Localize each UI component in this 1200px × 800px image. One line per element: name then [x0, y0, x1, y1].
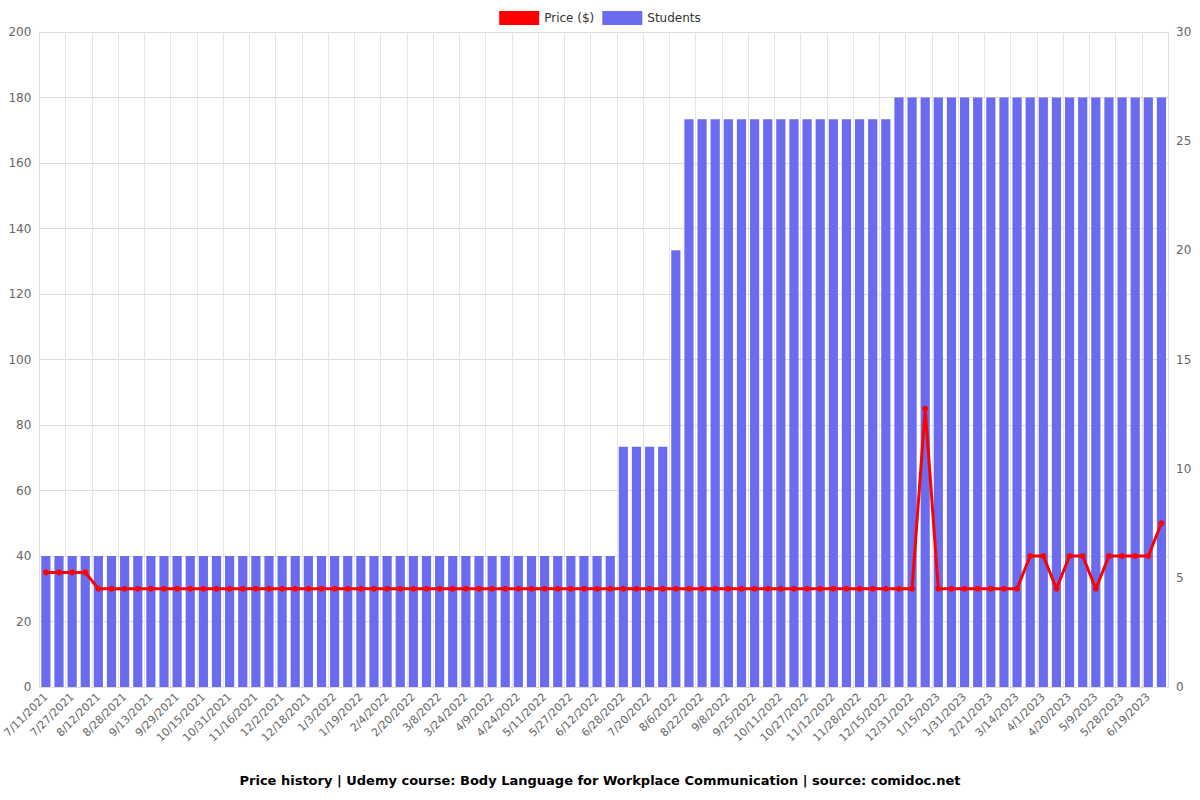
svg-text:2/21/2023: 2/21/2023 — [946, 690, 996, 740]
svg-text:0: 0 — [24, 680, 32, 694]
svg-text:60: 60 — [16, 484, 31, 498]
svg-text:7/20/2022: 7/20/2022 — [605, 690, 655, 740]
svg-text:12/18/2021: 12/18/2021 — [259, 690, 313, 745]
svg-text:2/20/2022: 2/20/2022 — [368, 690, 418, 740]
svg-text:8/22/2022: 8/22/2022 — [657, 690, 707, 740]
svg-text:20: 20 — [16, 615, 31, 629]
svg-text:0: 0 — [1176, 680, 1184, 694]
svg-text:15: 15 — [1176, 353, 1191, 367]
svg-text:1/19/2022: 1/19/2022 — [316, 690, 366, 740]
svg-text:7/11/2021: 7/11/2021 — [1, 690, 51, 740]
svg-text:Students: Students — [647, 11, 701, 25]
svg-text:160: 160 — [8, 156, 31, 170]
svg-text:180: 180 — [8, 91, 31, 105]
svg-text:4/9/2022: 4/9/2022 — [452, 690, 497, 735]
svg-text:3/8/2022: 3/8/2022 — [400, 690, 445, 735]
svg-text:11/28/2022: 11/28/2022 — [810, 690, 865, 745]
svg-text:1/15/2023: 1/15/2023 — [893, 690, 943, 740]
svg-text:140: 140 — [8, 222, 31, 236]
svg-text:80: 80 — [16, 418, 31, 432]
svg-text:9/25/2022: 9/25/2022 — [710, 690, 760, 740]
svg-text:9/8/2022: 9/8/2022 — [688, 690, 733, 735]
svg-text:11/12/2022: 11/12/2022 — [784, 690, 838, 745]
svg-text:3/14/2023: 3/14/2023 — [972, 690, 1022, 740]
svg-text:4/20/2023: 4/20/2023 — [1025, 690, 1075, 740]
svg-text:8/28/2021: 8/28/2021 — [80, 690, 130, 740]
svg-text:1/3/2022: 1/3/2022 — [295, 690, 340, 735]
svg-text:10/31/2021: 10/31/2021 — [180, 690, 235, 745]
svg-text:11/16/2021: 11/16/2021 — [206, 690, 261, 745]
svg-text:8/12/2021: 8/12/2021 — [54, 690, 103, 740]
svg-text:12/31/2022: 12/31/2022 — [862, 690, 917, 745]
svg-text:5/11/2022: 5/11/2022 — [500, 690, 550, 740]
svg-text:9/13/2021: 9/13/2021 — [106, 690, 156, 740]
svg-text:12/15/2022: 12/15/2022 — [836, 690, 891, 745]
svg-text:40: 40 — [16, 549, 31, 563]
svg-text:5/27/2022: 5/27/2022 — [526, 690, 576, 740]
svg-text:3/24/2022: 3/24/2022 — [421, 690, 471, 740]
svg-text:1/31/2023: 1/31/2023 — [920, 690, 970, 740]
svg-text:2/4/2022: 2/4/2022 — [347, 690, 392, 735]
svg-text:7/27/2021: 7/27/2021 — [27, 690, 77, 740]
svg-text:100: 100 — [8, 353, 31, 367]
svg-text:Price history | Udemy course:: Price history | Udemy course: Body Langu… — [240, 773, 961, 788]
svg-text:5/28/2023: 5/28/2023 — [1077, 690, 1127, 740]
svg-text:6/12/2022: 6/12/2022 — [552, 690, 602, 740]
svg-text:9/29/2021: 9/29/2021 — [132, 690, 182, 740]
svg-text:30: 30 — [1176, 25, 1191, 39]
svg-text:Price ($): Price ($) — [544, 11, 594, 25]
svg-text:10: 10 — [1176, 462, 1191, 476]
svg-text:6/28/2022: 6/28/2022 — [578, 690, 628, 740]
svg-text:6/19/2023: 6/19/2023 — [1104, 690, 1153, 739]
svg-text:200: 200 — [8, 25, 31, 39]
svg-text:10/11/2022: 10/11/2022 — [731, 690, 786, 745]
svg-text:25: 25 — [1176, 134, 1191, 148]
svg-text:4/24/2022: 4/24/2022 — [473, 690, 523, 740]
svg-text:5: 5 — [1176, 571, 1184, 585]
svg-text:4/1/2023: 4/1/2023 — [1003, 690, 1048, 735]
svg-text:10/27/2022: 10/27/2022 — [757, 690, 812, 745]
svg-text:5/9/2023: 5/9/2023 — [1056, 690, 1101, 735]
svg-text:12/2/2021: 12/2/2021 — [237, 690, 287, 740]
svg-text:8/6/2022: 8/6/2022 — [636, 690, 681, 735]
svg-text:120: 120 — [8, 287, 31, 301]
svg-text:20: 20 — [1176, 243, 1191, 257]
svg-text:10/15/2021: 10/15/2021 — [154, 690, 208, 745]
